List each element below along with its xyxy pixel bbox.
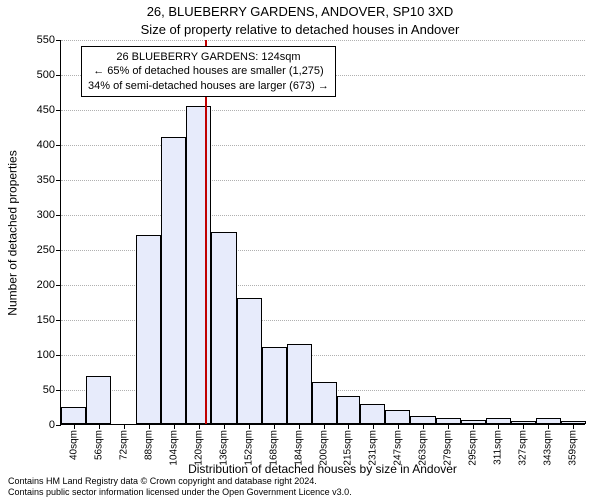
gridline bbox=[61, 180, 585, 181]
ytick-label: 250 bbox=[37, 244, 55, 256]
xtick-label: 215sqm bbox=[342, 430, 353, 466]
ytick-label: 400 bbox=[37, 139, 55, 151]
xtick-mark bbox=[373, 424, 374, 429]
gridline bbox=[61, 145, 585, 146]
x-axis-label: Distribution of detached houses by size … bbox=[60, 462, 585, 476]
xtick-mark bbox=[299, 424, 300, 429]
annotation-line1: 26 BLUEBERRY GARDENS: 124sqm bbox=[88, 50, 329, 64]
ytick-mark bbox=[56, 75, 61, 76]
chart-subtitle: Size of property relative to detached ho… bbox=[0, 22, 600, 37]
xtick-label: 120sqm bbox=[193, 430, 204, 466]
chart-container: 26, BLUEBERRY GARDENS, ANDOVER, SP10 3XD… bbox=[0, 0, 600, 500]
xtick-label: 184sqm bbox=[294, 430, 305, 466]
ytick-mark bbox=[56, 355, 61, 356]
gridline bbox=[61, 40, 585, 41]
ytick-label: 150 bbox=[37, 314, 55, 326]
xtick-label: 56sqm bbox=[93, 430, 104, 460]
plot-area: 05010015020025030035040045050055040sqm56… bbox=[60, 40, 585, 425]
xtick-label: 136sqm bbox=[218, 430, 229, 466]
histogram-bar bbox=[385, 410, 410, 424]
ytick-mark bbox=[56, 110, 61, 111]
histogram-bar bbox=[312, 382, 337, 424]
xtick-mark bbox=[448, 424, 449, 429]
histogram-bar bbox=[211, 232, 236, 425]
histogram-bar bbox=[360, 404, 385, 424]
xtick-mark bbox=[224, 424, 225, 429]
xtick-label: 279sqm bbox=[443, 430, 454, 466]
histogram-bar bbox=[237, 298, 262, 424]
histogram-bar bbox=[86, 376, 111, 424]
gridline bbox=[61, 215, 585, 216]
xtick-mark bbox=[174, 424, 175, 429]
histogram-bar bbox=[161, 137, 186, 424]
footer-attribution: Contains HM Land Registry data © Crown c… bbox=[8, 476, 352, 498]
ytick-label: 500 bbox=[37, 69, 55, 81]
xtick-label: 311sqm bbox=[493, 430, 504, 465]
xtick-label: 200sqm bbox=[319, 430, 330, 466]
ytick-label: 0 bbox=[49, 419, 55, 431]
ytick-label: 550 bbox=[37, 34, 55, 46]
xtick-mark bbox=[74, 424, 75, 429]
xtick-mark bbox=[473, 424, 474, 429]
xtick-mark bbox=[398, 424, 399, 429]
gridline bbox=[61, 110, 585, 111]
xtick-mark bbox=[274, 424, 275, 429]
annotation-box: 26 BLUEBERRY GARDENS: 124sqm ← 65% of de… bbox=[81, 46, 336, 97]
histogram-bar bbox=[186, 106, 211, 425]
xtick-label: 168sqm bbox=[269, 430, 280, 466]
y-axis-label: Number of detached properties bbox=[6, 40, 20, 425]
histogram-bar bbox=[337, 396, 361, 424]
ytick-mark bbox=[56, 285, 61, 286]
annotation-line2: ← 65% of detached houses are smaller (1,… bbox=[88, 64, 329, 78]
xtick-label: 104sqm bbox=[168, 430, 179, 466]
histogram-bar bbox=[287, 344, 312, 425]
xtick-label: 247sqm bbox=[392, 430, 403, 466]
chart-title-address: 26, BLUEBERRY GARDENS, ANDOVER, SP10 3XD bbox=[0, 4, 600, 19]
xtick-mark bbox=[423, 424, 424, 429]
xtick-mark bbox=[124, 424, 125, 429]
ytick-mark bbox=[56, 215, 61, 216]
ytick-label: 200 bbox=[37, 279, 55, 291]
footer-line1: Contains HM Land Registry data © Crown c… bbox=[8, 476, 352, 487]
ytick-mark bbox=[56, 180, 61, 181]
xtick-label: 295sqm bbox=[468, 430, 479, 466]
xtick-mark bbox=[99, 424, 100, 429]
histogram-bar bbox=[410, 416, 435, 424]
xtick-label: 327sqm bbox=[518, 430, 529, 466]
xtick-label: 359sqm bbox=[568, 430, 579, 466]
ytick-label: 350 bbox=[37, 174, 55, 186]
xtick-label: 72sqm bbox=[118, 430, 129, 460]
xtick-mark bbox=[324, 424, 325, 429]
xtick-mark bbox=[498, 424, 499, 429]
xtick-mark bbox=[149, 424, 150, 429]
xtick-mark bbox=[523, 424, 524, 429]
ytick-label: 450 bbox=[37, 104, 55, 116]
ytick-mark bbox=[56, 145, 61, 146]
xtick-label: 152sqm bbox=[244, 430, 255, 466]
annotation-line3: 34% of semi-detached houses are larger (… bbox=[88, 79, 329, 93]
xtick-label: 88sqm bbox=[143, 430, 154, 460]
xtick-mark bbox=[548, 424, 549, 429]
xtick-mark bbox=[573, 424, 574, 429]
ytick-mark bbox=[56, 390, 61, 391]
ytick-label: 50 bbox=[43, 384, 55, 396]
ytick-label: 100 bbox=[37, 349, 55, 361]
histogram-bar bbox=[136, 235, 161, 424]
ytick-mark bbox=[56, 320, 61, 321]
xtick-label: 231sqm bbox=[367, 430, 378, 466]
xtick-label: 263sqm bbox=[418, 430, 429, 466]
ytick-mark bbox=[56, 250, 61, 251]
histogram-bar bbox=[61, 407, 86, 425]
histogram-bar bbox=[262, 347, 287, 424]
footer-line2: Contains public sector information licen… bbox=[8, 487, 352, 498]
xtick-label: 40sqm bbox=[68, 430, 79, 460]
xtick-mark bbox=[249, 424, 250, 429]
ytick-mark bbox=[56, 40, 61, 41]
xtick-label: 343sqm bbox=[543, 430, 554, 466]
ytick-label: 300 bbox=[37, 209, 55, 221]
ytick-mark bbox=[56, 425, 61, 426]
reference-line bbox=[205, 40, 207, 424]
xtick-mark bbox=[348, 424, 349, 429]
xtick-mark bbox=[199, 424, 200, 429]
